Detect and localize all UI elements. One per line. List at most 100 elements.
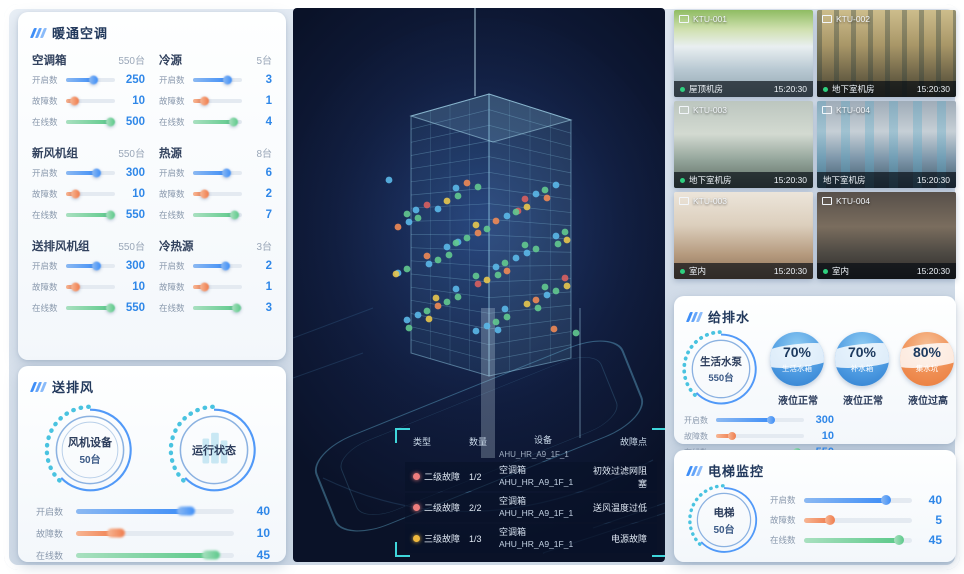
camera-tile[interactable]: KTU-003 室内 15:20:30 xyxy=(674,192,813,279)
camera-grid: KTU-001 屋顶机房 15:20:30 KTU-002 地下室机房 15:20:… xyxy=(674,10,956,279)
stat-track xyxy=(193,191,242,196)
device-type: 空调箱 xyxy=(499,496,527,507)
online-dot-icon xyxy=(680,86,685,92)
stat-track xyxy=(66,98,115,103)
fault-row[interactable]: 三级故障 1/3 空调箱 AHU_HR_A9_1F_1 电源故障 xyxy=(405,524,657,553)
camera-time: 15:20:30 xyxy=(773,175,807,185)
tank-level-icon: 80% 集水坑 xyxy=(900,332,954,386)
stat-value: 2 xyxy=(265,259,272,272)
camera-location: 室内 xyxy=(832,266,850,276)
ring-gauge-icon xyxy=(682,330,757,405)
camera-status-bar: 地下室机房 15:20:30 xyxy=(817,172,956,188)
tank-level-icon: 70% 生活水箱 xyxy=(770,332,824,386)
video-camera-icon xyxy=(822,197,832,205)
device-id: AHU_HR_A9_1F_1 xyxy=(499,538,574,549)
stat-track xyxy=(193,305,242,310)
stat-row: 在线数 550 xyxy=(32,204,145,225)
hvac-group-fresh-air: 新风机组 550台 开启数 300 故障数 10 在线数 550 xyxy=(32,145,145,225)
header-type: 类型 xyxy=(413,436,432,447)
video-camera-icon xyxy=(822,106,832,114)
stat-value: 300 xyxy=(125,259,145,272)
stat-value: 2 xyxy=(265,187,272,200)
camera-time: 15:20:30 xyxy=(916,175,950,185)
panel-slashes-icon xyxy=(29,381,48,392)
device-type: 空调箱 xyxy=(499,527,527,538)
video-camera-icon xyxy=(679,106,689,114)
online-dot-icon xyxy=(823,86,828,92)
stat-row: 在线数 45 xyxy=(18,544,286,566)
bracket-icon xyxy=(652,542,665,557)
stat-track xyxy=(716,418,804,422)
stat-track xyxy=(76,530,234,536)
stat-label: 在线数 xyxy=(159,302,185,313)
stat-label: 开启数 xyxy=(684,415,708,425)
stat-track xyxy=(76,552,234,558)
stat-track xyxy=(804,517,912,523)
panel-title: 送排风 xyxy=(52,380,95,395)
gauge-count: 50台 xyxy=(79,455,101,466)
gauge-count: 550台 xyxy=(708,373,734,384)
group-total: 550台 xyxy=(118,242,145,253)
stat-row: 故障数 10 xyxy=(18,522,286,544)
tank-gauges: 70% 生活水箱 液位正常 70% 补水箱 液位正常 80% 集水坑 液位过高 xyxy=(770,332,956,407)
stat-track xyxy=(66,263,115,268)
panel-slashes-icon xyxy=(29,27,48,38)
stat-row: 在线数 45 xyxy=(770,530,942,550)
tank-gauge-refill: 70% 补水箱 液位正常 xyxy=(835,332,891,407)
stat-track xyxy=(193,212,242,217)
stat-value: 45 xyxy=(256,548,270,562)
camera-id: KTU-002 xyxy=(836,14,871,24)
video-camera-icon xyxy=(679,197,689,205)
building-3d-view[interactable]: 类型 数量 设备 故障点 AHU_HR_A9_1F_1 二级故障 1/2 空调箱… xyxy=(293,8,665,562)
stat-value: 3 xyxy=(265,73,272,86)
group-name: 冷热源 xyxy=(159,241,194,253)
sensor-dots xyxy=(385,176,580,337)
gauge-label: 生活水泵 xyxy=(700,356,742,368)
ring-gauge-icon xyxy=(44,404,132,492)
camera-status-bar: 地下室机房 15:20:30 xyxy=(817,81,956,97)
fault-table: 类型 数量 设备 故障点 AHU_HR_A9_1F_1 二级故障 1/2 空调箱… xyxy=(395,428,665,557)
stat-row: 故障数 1 xyxy=(159,90,272,111)
stat-value: 40 xyxy=(928,493,942,507)
bracket-icon xyxy=(652,428,665,443)
severity-dot-icon xyxy=(413,504,420,511)
fault-row-partial: AHU_HR_A9_1F_1 xyxy=(499,450,569,459)
stat-track xyxy=(66,305,115,310)
stat-track xyxy=(76,508,234,514)
fault-row[interactable]: 二级故障 2/2 空调箱 AHU_HR_A9_1F_1 送风温度过低 xyxy=(405,493,657,522)
camera-time: 15:20:30 xyxy=(916,84,950,94)
stat-value: 40 xyxy=(256,504,270,518)
stat-track xyxy=(193,263,242,268)
hvac-group-heat-source: 热源 8台 开启数 6 故障数 2 在线数 7 xyxy=(159,145,272,225)
fault-row[interactable]: 二级故障 1/2 空调箱 AHU_HR_A9_1F_1 初效过滤网阻塞 xyxy=(405,462,657,491)
stat-value: 10 xyxy=(132,94,145,107)
camera-tile[interactable]: KTU-004 地下室机房 15:20:30 xyxy=(817,101,956,188)
stat-value: 10 xyxy=(132,280,145,293)
camera-tile[interactable]: KTU-001 屋顶机房 15:20:30 xyxy=(674,10,813,97)
camera-status-bar: 室内 15:20:30 xyxy=(817,263,956,279)
camera-tile[interactable]: KTU-002 地下室机房 15:20:30 xyxy=(817,10,956,97)
device-id: AHU_HR_A9_1F_1 xyxy=(499,476,574,487)
stat-row: 在线数 550 xyxy=(32,297,145,318)
video-camera-icon xyxy=(679,15,689,23)
run-status-gauge: 运行状态 xyxy=(166,402,262,498)
fault-level: 二级故障 xyxy=(424,503,461,513)
camera-tile[interactable]: KTU-003 地下室机房 15:20:30 xyxy=(674,101,813,188)
camera-tile[interactable]: KTU-004 室内 15:20:30 xyxy=(817,192,956,279)
stat-track xyxy=(66,77,115,82)
stat-track xyxy=(716,434,804,438)
camera-location: 屋顶机房 xyxy=(689,84,724,94)
building-wireframe xyxy=(293,8,665,554)
stat-value: 10 xyxy=(821,430,834,442)
stat-track xyxy=(193,170,242,175)
online-dot-icon xyxy=(680,268,685,274)
header-count: 数量 xyxy=(469,436,488,447)
stat-label: 在线数 xyxy=(159,209,185,220)
fault-level: 二级故障 xyxy=(424,472,461,482)
online-dot-icon xyxy=(823,268,828,274)
group-total: 8台 xyxy=(256,149,272,160)
stat-label: 在线数 xyxy=(32,209,58,220)
camera-status-bar: 室内 15:20:30 xyxy=(674,263,813,279)
group-total: 3台 xyxy=(256,242,272,253)
stat-row: 开启数 40 xyxy=(18,500,286,522)
